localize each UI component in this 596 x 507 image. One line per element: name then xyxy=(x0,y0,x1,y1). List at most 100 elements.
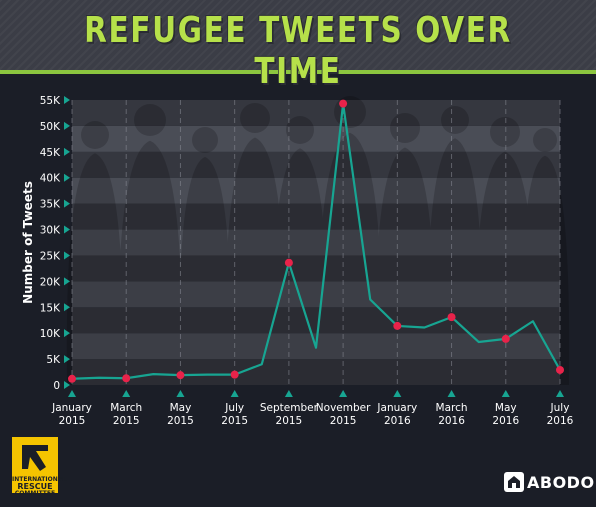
y-tick-marker xyxy=(64,303,70,312)
y-tick-marker xyxy=(64,355,70,364)
chart-title: REFUGEE TWEETS OVER TIME xyxy=(84,10,512,92)
rescue-logo-text: INTERNATIONAL RESCUE COMMITTEE xyxy=(12,476,67,497)
x-tick-label: 2015 xyxy=(276,415,303,427)
x-tick-label: September xyxy=(260,402,319,414)
grid-band xyxy=(72,125,560,152)
data-point xyxy=(68,374,76,383)
x-tick-marker xyxy=(447,390,456,397)
y-tick-marker xyxy=(64,277,70,286)
data-point xyxy=(501,334,510,343)
y-tick-label: 20K xyxy=(40,276,61,288)
silhouette-body xyxy=(520,155,570,385)
y-tick-label: 0 xyxy=(53,380,60,392)
y-tick-marker xyxy=(64,96,70,104)
grid-band xyxy=(72,255,560,282)
x-tick-marker xyxy=(556,390,564,397)
silhouette-head xyxy=(81,121,109,149)
silhouette-body xyxy=(178,156,232,385)
y-tick-label: 15K xyxy=(40,302,61,314)
silhouette-head xyxy=(390,113,420,143)
data-point xyxy=(176,371,185,380)
x-tick-marker xyxy=(122,390,131,397)
x-tick-label: March xyxy=(110,402,142,414)
y-tick-label: 55K xyxy=(40,95,61,107)
header-banner xyxy=(0,0,596,74)
x-tick-label: January xyxy=(376,402,417,414)
x-tick-label: November xyxy=(316,402,371,414)
rescue-line-3: COMMITTEE xyxy=(14,490,56,497)
y-tick-marker xyxy=(64,381,70,389)
y-tick-marker xyxy=(64,173,70,182)
series-line xyxy=(71,102,561,380)
x-tick-label: May xyxy=(170,402,192,414)
y-tick-label: 25K xyxy=(40,250,61,262)
x-tick-label: March xyxy=(436,402,468,414)
grid-band xyxy=(72,281,560,308)
abodo-logo: ABODO xyxy=(504,471,595,493)
y-tick-label: 5K xyxy=(46,354,61,366)
y-tick-label: 45K xyxy=(40,147,61,159)
y-tick-marker xyxy=(64,147,70,156)
international-rescue-committee-logo: INTERNATIONAL RESCUE COMMITTEE xyxy=(12,437,66,497)
y-tick-marker xyxy=(64,329,70,338)
abodo-wordmark: ABODO xyxy=(527,472,595,492)
silhouette-head xyxy=(134,104,166,136)
background-bands xyxy=(72,100,560,385)
x-tick-label: January xyxy=(51,402,92,414)
x-tick-label: 2016 xyxy=(438,415,465,427)
silhouette-head xyxy=(533,128,557,152)
grid-band xyxy=(72,359,560,385)
x-tick-label: July xyxy=(550,402,570,414)
x-tick-label: 2015 xyxy=(221,415,248,427)
rescue-line-1: INTERNATIONAL xyxy=(12,476,67,483)
x-tick-label: 2015 xyxy=(59,415,86,427)
x-tick-label: 2015 xyxy=(167,415,194,427)
x-tick-marker xyxy=(176,390,185,397)
series-tweets xyxy=(68,99,564,383)
silhouette-head xyxy=(192,127,218,153)
grid-band xyxy=(72,203,560,230)
grid-band xyxy=(72,177,560,204)
rescue-arrow-icon xyxy=(22,445,48,471)
y-tick-label: 40K xyxy=(40,173,61,185)
house-glyph-icon xyxy=(508,476,520,488)
house-icon xyxy=(504,472,524,492)
grid-band xyxy=(72,307,560,334)
x-tick-marker xyxy=(501,390,510,397)
data-point xyxy=(393,321,402,330)
silhouette-head xyxy=(490,117,520,147)
x-tick-label: 2015 xyxy=(330,415,357,427)
silhouette-body xyxy=(474,151,536,385)
y-tick-marker xyxy=(64,121,70,130)
silhouette-head xyxy=(441,106,469,134)
data-point xyxy=(339,99,348,108)
silhouette-body xyxy=(117,140,183,385)
x-tick-marker xyxy=(68,390,76,397)
rescue-line-2: RESCUE xyxy=(17,482,53,491)
silhouette-body xyxy=(66,153,124,385)
x-tick-label: 2016 xyxy=(547,415,574,427)
data-point xyxy=(230,370,239,379)
x-tick-label: 2015 xyxy=(113,415,140,427)
x-tick-marker xyxy=(339,390,348,397)
x-tick-marker xyxy=(284,390,293,397)
grid-band xyxy=(72,100,560,126)
vertical-gridlines xyxy=(71,100,561,385)
silhouette-body xyxy=(224,137,286,385)
x-tick-label: 2016 xyxy=(384,415,411,427)
silhouette-head xyxy=(334,96,366,128)
silhouette-body xyxy=(271,148,329,385)
header-accent-bar xyxy=(0,70,596,74)
y-tick-marker xyxy=(64,251,70,260)
data-point xyxy=(447,313,456,322)
x-tick-marker xyxy=(230,390,239,397)
grid-band xyxy=(72,151,560,178)
data-point xyxy=(284,258,293,267)
silhouette-body xyxy=(374,147,436,385)
y-tick-label: 35K xyxy=(40,199,61,211)
grid-band xyxy=(72,229,560,256)
x-axis-ticks: January2015March2015May2015July2015Septe… xyxy=(51,390,574,427)
y-axis-label: Number of Tweets xyxy=(21,181,35,304)
